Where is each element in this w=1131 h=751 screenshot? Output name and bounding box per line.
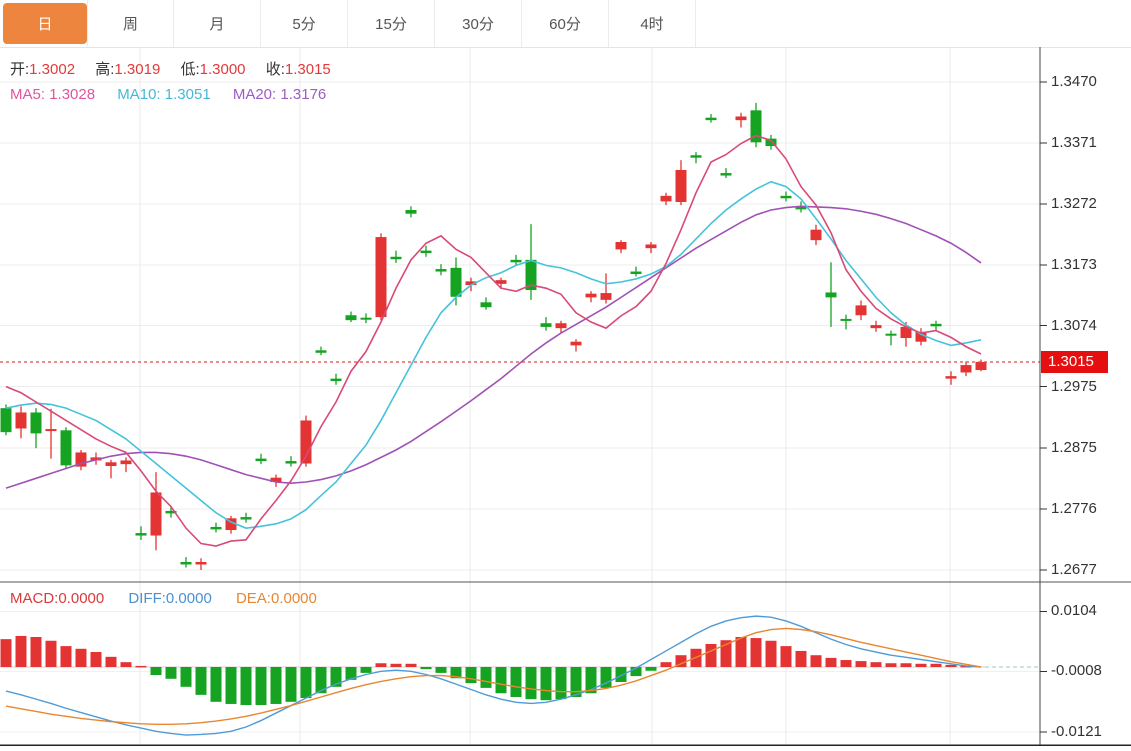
dea-line (5, 627, 982, 726)
low-label: 低: (180, 61, 200, 78)
high-value: 1.3019 (114, 61, 161, 78)
timeframe-tabbar: 日周月 5分 15分 30分 60分 4时 (0, 0, 1131, 48)
price-axis-label: 1.3470 (1051, 73, 1097, 90)
open-value: 1.3002 (29, 61, 76, 78)
macd-axis-label: -0.0121 (1051, 722, 1102, 740)
diff-value: DIFF:0.0000 (128, 590, 212, 607)
current-price-badge: 1.3015 (1041, 351, 1108, 373)
ma10-line (5, 180, 982, 529)
tab-week[interactable]: 周 (87, 0, 174, 47)
diff-line (5, 615, 982, 736)
price-axis-label: 1.3371 (1051, 133, 1097, 151)
tab-30min[interactable]: 30分 (435, 0, 522, 47)
ma20-value: MA20: 1.3176 (232, 86, 327, 103)
price-axis-label: 1.3173 (1051, 255, 1097, 273)
price-axis-label: 1.3272 (1051, 194, 1097, 212)
tab-month[interactable]: 月 (174, 0, 261, 47)
tab-15min[interactable]: 15分 (348, 0, 435, 47)
price-axis-label: 1.2677 (1051, 561, 1097, 578)
macd-legend: MACD:0.0000 DIFF:0.0000 DEA:0.0000 (10, 590, 317, 610)
tab-5min[interactable]: 5分 (261, 0, 348, 47)
gridlines (0, 47, 1040, 745)
price-axis-label: 1.2875 (1051, 439, 1097, 457)
price-axis-label: 1.3074 (1051, 316, 1097, 334)
ma-legend: MA5: 1.3028 MA10: 1.3051 MA20: 1.3176 (10, 86, 326, 106)
dea-value: DEA:0.0000 (235, 590, 317, 607)
open-label: 开: (10, 61, 30, 78)
tab-60min[interactable]: 60分 (522, 0, 609, 47)
ma20-line (5, 205, 982, 489)
tab-day[interactable]: 日 (3, 3, 87, 44)
close-label: 收: (265, 61, 285, 78)
ma5-line (5, 134, 982, 547)
chart-area[interactable] (0, 47, 1131, 751)
ma5-value: MA5: 1.3028 (10, 86, 96, 103)
ma10-value: MA10: 1.3051 (117, 86, 211, 103)
macd-histogram (0, 635, 1040, 706)
macd-axis-label: -0.0008 (1051, 662, 1102, 680)
macd-axis-label: 0.0104 (1051, 602, 1097, 620)
high-label: 高: (95, 61, 115, 78)
axis-frame (0, 47, 1131, 746)
price-axis-label: 1.2975 (1051, 377, 1097, 395)
tab-4hour[interactable]: 4时 (609, 0, 696, 47)
close-value: 1.3015 (284, 61, 331, 78)
low-value: 1.3000 (199, 61, 246, 78)
macd-value: MACD:0.0000 (10, 590, 105, 607)
ohlc-legend: 开:1.3002 高:1.3019 低:1.3000 收:1.3015 (10, 58, 347, 78)
candlestick-macd-chart[interactable] (0, 47, 1131, 751)
price-axis-label: 1.2776 (1051, 500, 1097, 518)
candlestick-series (0, 102, 987, 570)
